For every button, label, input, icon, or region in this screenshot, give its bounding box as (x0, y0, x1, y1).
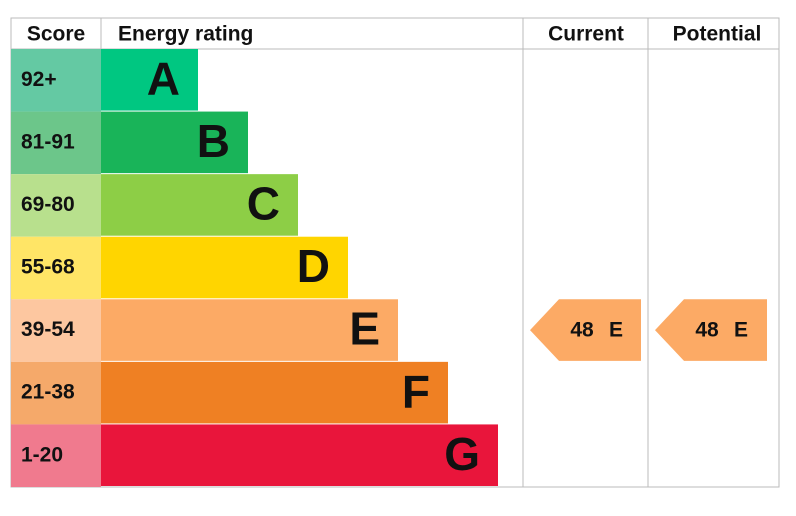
band-score: 69-80 (21, 193, 75, 216)
score-cell (11, 361, 101, 425)
band-letter: C (247, 178, 280, 230)
potential-arrow (655, 299, 767, 361)
current-band: E (609, 319, 623, 342)
band-score: 55-68 (21, 256, 75, 279)
band-score: 1-20 (21, 443, 63, 466)
score-cell (11, 174, 101, 237)
band-score: 39-54 (21, 318, 75, 341)
band-letter: D (297, 240, 330, 292)
score-cell (11, 236, 101, 300)
band-letter: A (147, 52, 180, 104)
band-bar (101, 236, 348, 299)
band-bar (101, 299, 398, 361)
band-letter: B (197, 115, 230, 167)
score-cell (11, 424, 101, 487)
current-arrow (530, 299, 641, 361)
band-bar (101, 174, 298, 236)
band-letter: G (444, 428, 480, 480)
header-energy: Energy rating (118, 23, 253, 46)
band-bar (101, 49, 198, 111)
band-score: 81-91 (21, 130, 75, 153)
band-bar (101, 424, 498, 486)
header-score: Score (27, 23, 85, 46)
current-score: 48 (570, 319, 594, 342)
band-score: 21-38 (21, 381, 75, 404)
score-cell (11, 111, 101, 175)
potential-score: 48 (695, 319, 719, 342)
band-letter: E (349, 303, 380, 355)
band-letter: F (402, 365, 430, 417)
band-bar (101, 361, 448, 424)
header-current: Current (548, 23, 624, 46)
potential-band: E (734, 319, 748, 342)
band-score: 92+ (21, 68, 57, 91)
score-cell (11, 299, 101, 362)
band-bar (101, 111, 248, 174)
score-cell (11, 49, 101, 112)
header-potential: Potential (673, 23, 762, 46)
